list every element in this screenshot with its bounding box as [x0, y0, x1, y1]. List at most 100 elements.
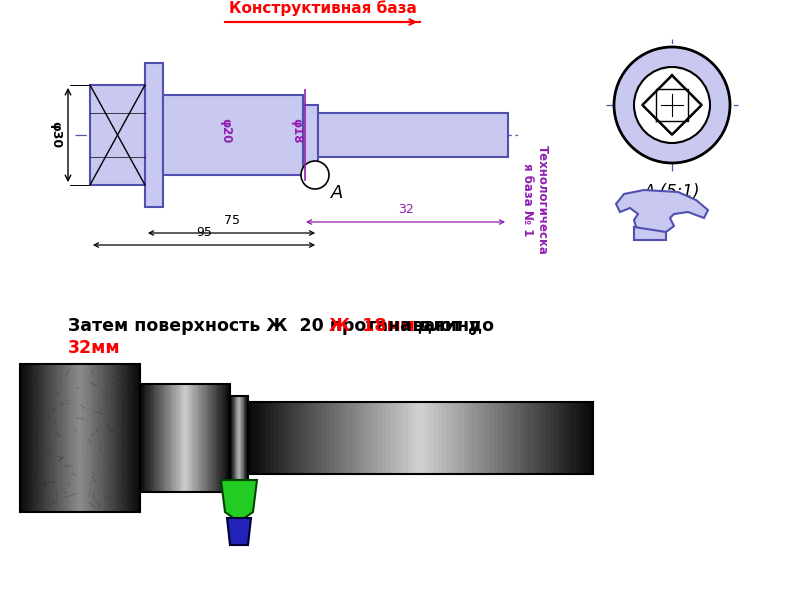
Bar: [248, 402, 253, 474]
Text: 75: 75: [223, 214, 239, 227]
Polygon shape: [616, 190, 708, 234]
Bar: [567, 402, 572, 474]
Bar: [187, 384, 189, 492]
Bar: [494, 402, 498, 474]
Bar: [56, 364, 59, 512]
Bar: [347, 402, 352, 474]
Bar: [135, 364, 138, 512]
Bar: [334, 402, 339, 474]
Bar: [178, 384, 180, 492]
Bar: [472, 402, 477, 474]
Text: Технологическа
я база № 1: Технологическа я база № 1: [521, 145, 549, 255]
Bar: [118, 364, 122, 512]
Bar: [78, 364, 81, 512]
Bar: [537, 402, 542, 474]
Bar: [198, 384, 200, 492]
Bar: [351, 402, 356, 474]
Bar: [176, 384, 178, 492]
Polygon shape: [227, 518, 251, 545]
Bar: [202, 384, 203, 492]
Bar: [221, 384, 223, 492]
Bar: [37, 364, 40, 512]
Bar: [240, 396, 242, 480]
Bar: [291, 402, 296, 474]
Bar: [156, 384, 158, 492]
Bar: [434, 402, 438, 474]
Bar: [20, 364, 23, 512]
Bar: [326, 402, 330, 474]
Text: 95: 95: [196, 226, 212, 239]
Bar: [183, 384, 186, 492]
Bar: [85, 364, 88, 512]
Bar: [261, 402, 266, 474]
Bar: [235, 396, 237, 480]
Bar: [580, 402, 585, 474]
Bar: [313, 402, 318, 474]
Bar: [128, 364, 131, 512]
Bar: [42, 364, 45, 512]
Bar: [39, 364, 42, 512]
Bar: [225, 384, 227, 492]
Bar: [154, 384, 157, 492]
Bar: [308, 402, 313, 474]
Bar: [34, 364, 38, 512]
Bar: [378, 402, 382, 474]
Bar: [459, 402, 464, 474]
Bar: [266, 402, 270, 474]
Bar: [356, 402, 361, 474]
Bar: [145, 63, 163, 207]
Text: А (5:1): А (5:1): [644, 183, 700, 201]
Bar: [199, 384, 202, 492]
Bar: [247, 396, 249, 480]
Text: 32мм: 32мм: [68, 339, 121, 357]
Bar: [90, 364, 93, 512]
Bar: [464, 402, 469, 474]
Bar: [158, 384, 160, 492]
Bar: [468, 402, 473, 474]
Bar: [245, 396, 246, 480]
Bar: [208, 384, 210, 492]
Text: на длину: на длину: [382, 317, 480, 335]
Bar: [230, 396, 248, 480]
Bar: [506, 402, 511, 474]
Bar: [270, 402, 274, 474]
Bar: [94, 364, 98, 512]
Bar: [82, 364, 86, 512]
Bar: [142, 384, 144, 492]
Bar: [196, 384, 198, 492]
Bar: [68, 364, 71, 512]
Bar: [97, 364, 100, 512]
Bar: [92, 364, 95, 512]
Bar: [22, 364, 26, 512]
Bar: [373, 402, 378, 474]
Bar: [169, 384, 171, 492]
Bar: [182, 384, 184, 492]
Bar: [189, 384, 191, 492]
Bar: [179, 384, 182, 492]
Bar: [455, 402, 460, 474]
Bar: [146, 384, 148, 492]
Bar: [192, 384, 194, 492]
Bar: [477, 402, 482, 474]
Bar: [234, 396, 235, 480]
Bar: [102, 364, 105, 512]
Bar: [485, 402, 490, 474]
Bar: [32, 364, 35, 512]
Bar: [121, 364, 124, 512]
Bar: [54, 364, 57, 512]
Bar: [87, 364, 90, 512]
Bar: [61, 364, 64, 512]
Bar: [490, 402, 494, 474]
Bar: [231, 396, 232, 480]
Bar: [218, 384, 220, 492]
Bar: [446, 402, 451, 474]
Bar: [73, 364, 76, 512]
Bar: [242, 396, 244, 480]
Bar: [222, 384, 225, 492]
Bar: [147, 384, 150, 492]
Text: Конструктивная база: Конструктивная база: [229, 0, 417, 16]
Bar: [149, 384, 151, 492]
Bar: [318, 113, 508, 157]
Bar: [438, 402, 442, 474]
Bar: [70, 364, 74, 512]
